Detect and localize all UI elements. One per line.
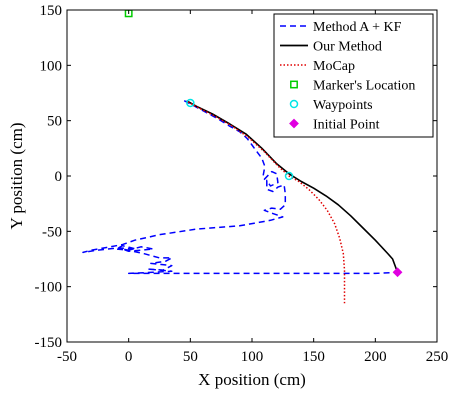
series-initial-point xyxy=(392,267,403,278)
series-mocap xyxy=(187,101,346,304)
tick-layer: -50 0 50 100 150 200 250 -150 -100 -50 0 50 100 150 xyxy=(35,3,449,365)
series-our-method xyxy=(186,100,399,273)
y-axis-label: Y position (cm) xyxy=(7,122,26,229)
legend-swatch xyxy=(289,99,299,109)
y-tick-label: -50 xyxy=(42,224,62,240)
legend-swatch xyxy=(290,80,298,89)
x-tick-label: 250 xyxy=(426,349,449,365)
x-axis-label: X position (cm) xyxy=(198,370,306,389)
x-tick-label: 0 xyxy=(125,349,133,365)
y-tick-label: 100 xyxy=(40,58,63,74)
legend-item: Method A + KF xyxy=(280,20,402,35)
series-waypoints xyxy=(186,98,294,181)
legend-item: Our Method xyxy=(280,40,382,55)
x-tick-label: 200 xyxy=(364,349,387,365)
legend-swatch xyxy=(289,118,299,129)
series-line-our-method xyxy=(186,100,399,273)
legend-item: MoCap xyxy=(280,59,355,74)
x-tick-label: -50 xyxy=(57,349,77,365)
legend-item: Marker's Location xyxy=(290,79,415,94)
legend-label: Marker's Location xyxy=(313,79,415,94)
x-tick-label: 50 xyxy=(183,349,198,365)
point-waypoints xyxy=(284,171,294,181)
legend-label: Initial Point xyxy=(313,118,380,133)
x-tick-label: 150 xyxy=(302,349,325,365)
legend-item: Waypoints xyxy=(289,98,373,113)
point-waypoints xyxy=(186,98,195,108)
point-initial-point xyxy=(392,267,403,278)
series-line-mocap xyxy=(187,101,346,304)
y-tick-label: 50 xyxy=(47,114,62,130)
y-tick-label: -100 xyxy=(35,280,63,296)
legend-item: Initial Point xyxy=(289,118,380,133)
legend-label: Our Method xyxy=(313,40,382,55)
legend-label: MoCap xyxy=(313,59,355,74)
y-tick-label: -150 xyxy=(35,335,63,351)
y-tick-label: 150 xyxy=(40,3,63,19)
legend-box xyxy=(273,13,434,138)
y-tick-label: 0 xyxy=(55,169,63,185)
legend: Method A + KF Our Method MoCap Marker's Loc… xyxy=(273,13,434,138)
x-tick-label: 100 xyxy=(241,349,264,365)
legend-label: Waypoints xyxy=(313,98,373,113)
legend-label: Method A + KF xyxy=(313,20,402,35)
